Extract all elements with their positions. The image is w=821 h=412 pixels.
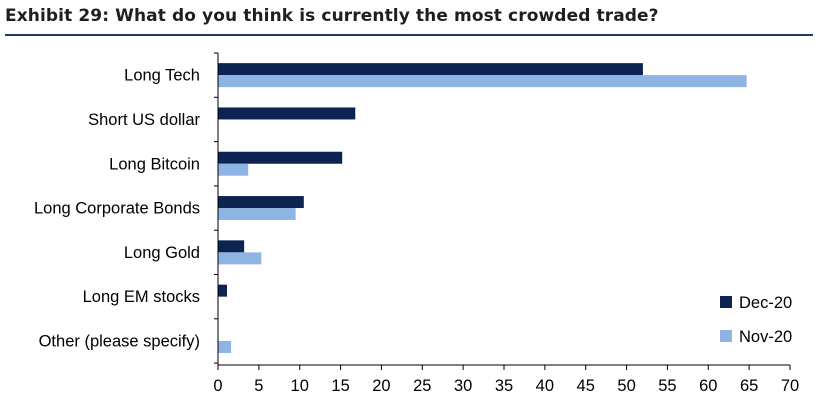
x-tick-label-40: 40 bbox=[536, 377, 554, 395]
bar-nov-20-long-tech bbox=[218, 75, 747, 88]
x-tick-label-10: 10 bbox=[291, 377, 309, 395]
legend-swatch-dec-20 bbox=[720, 296, 732, 308]
bar-dec-20-long-tech bbox=[218, 63, 643, 76]
category-labels: Long Tech Short US dollar Long Bitcoin Long… bbox=[34, 67, 201, 351]
x-tick-label-55: 55 bbox=[658, 377, 676, 395]
x-tick-label-65: 65 bbox=[740, 377, 758, 395]
chart-title: Exhibit 29: What do you think is current… bbox=[5, 6, 659, 26]
x-tick-label-45: 45 bbox=[577, 377, 595, 395]
x-tick-label-60: 60 bbox=[699, 377, 717, 395]
bar-dec-20-long-bitcoin bbox=[218, 151, 343, 164]
category-label-long-em-stocks: Long EM stocks bbox=[83, 288, 200, 306]
x-tick-label-30: 30 bbox=[454, 377, 472, 395]
bar-nov-20-other-please-specify bbox=[218, 340, 232, 353]
x-tick-label-0: 0 bbox=[213, 377, 222, 395]
legend: Dec-20 Nov-20 bbox=[720, 294, 792, 346]
category-label-long-bitcoin: Long Bitcoin bbox=[109, 155, 200, 173]
x-tick-label-50: 50 bbox=[617, 377, 635, 395]
category-label-long-gold: Long Gold bbox=[124, 244, 200, 262]
bar-dec-20-long-corporate-bonds bbox=[218, 196, 304, 209]
bar-dec-20-short-us-dollar bbox=[218, 107, 356, 120]
x-axis: 0 5 10 15 20 25 30 35 40 45 50 55 60 65 70 bbox=[213, 52, 799, 395]
x-tick-label-35: 35 bbox=[495, 377, 513, 395]
category-label-long-corporate-bonds: Long Corporate Bonds bbox=[34, 200, 200, 218]
category-label-short-us-dollar: Short US dollar bbox=[88, 111, 200, 129]
x-tick-label-70: 70 bbox=[781, 377, 799, 395]
x-tick-label-20: 20 bbox=[372, 377, 390, 395]
x-tick-label-5: 5 bbox=[254, 377, 263, 395]
bar-dec-20-long-em-stocks bbox=[218, 284, 227, 297]
bars-group bbox=[218, 63, 747, 353]
bar-nov-20-long-gold bbox=[218, 252, 262, 265]
category-label-other-please-specify: Other (please specify) bbox=[39, 332, 200, 350]
legend-label-nov-20: Nov-20 bbox=[739, 328, 792, 346]
x-tick-label-15: 15 bbox=[331, 377, 349, 395]
legend-swatch-nov-20 bbox=[720, 330, 732, 342]
bar-dec-20-long-gold bbox=[218, 240, 245, 253]
category-label-long-tech: Long Tech bbox=[124, 67, 200, 85]
title-divider bbox=[5, 34, 813, 36]
bar-nov-20-long-bitcoin bbox=[218, 163, 249, 176]
bar-nov-20-long-corporate-bonds bbox=[218, 208, 296, 221]
x-tick-label-25: 25 bbox=[413, 377, 431, 395]
legend-label-dec-20: Dec-20 bbox=[739, 294, 792, 312]
